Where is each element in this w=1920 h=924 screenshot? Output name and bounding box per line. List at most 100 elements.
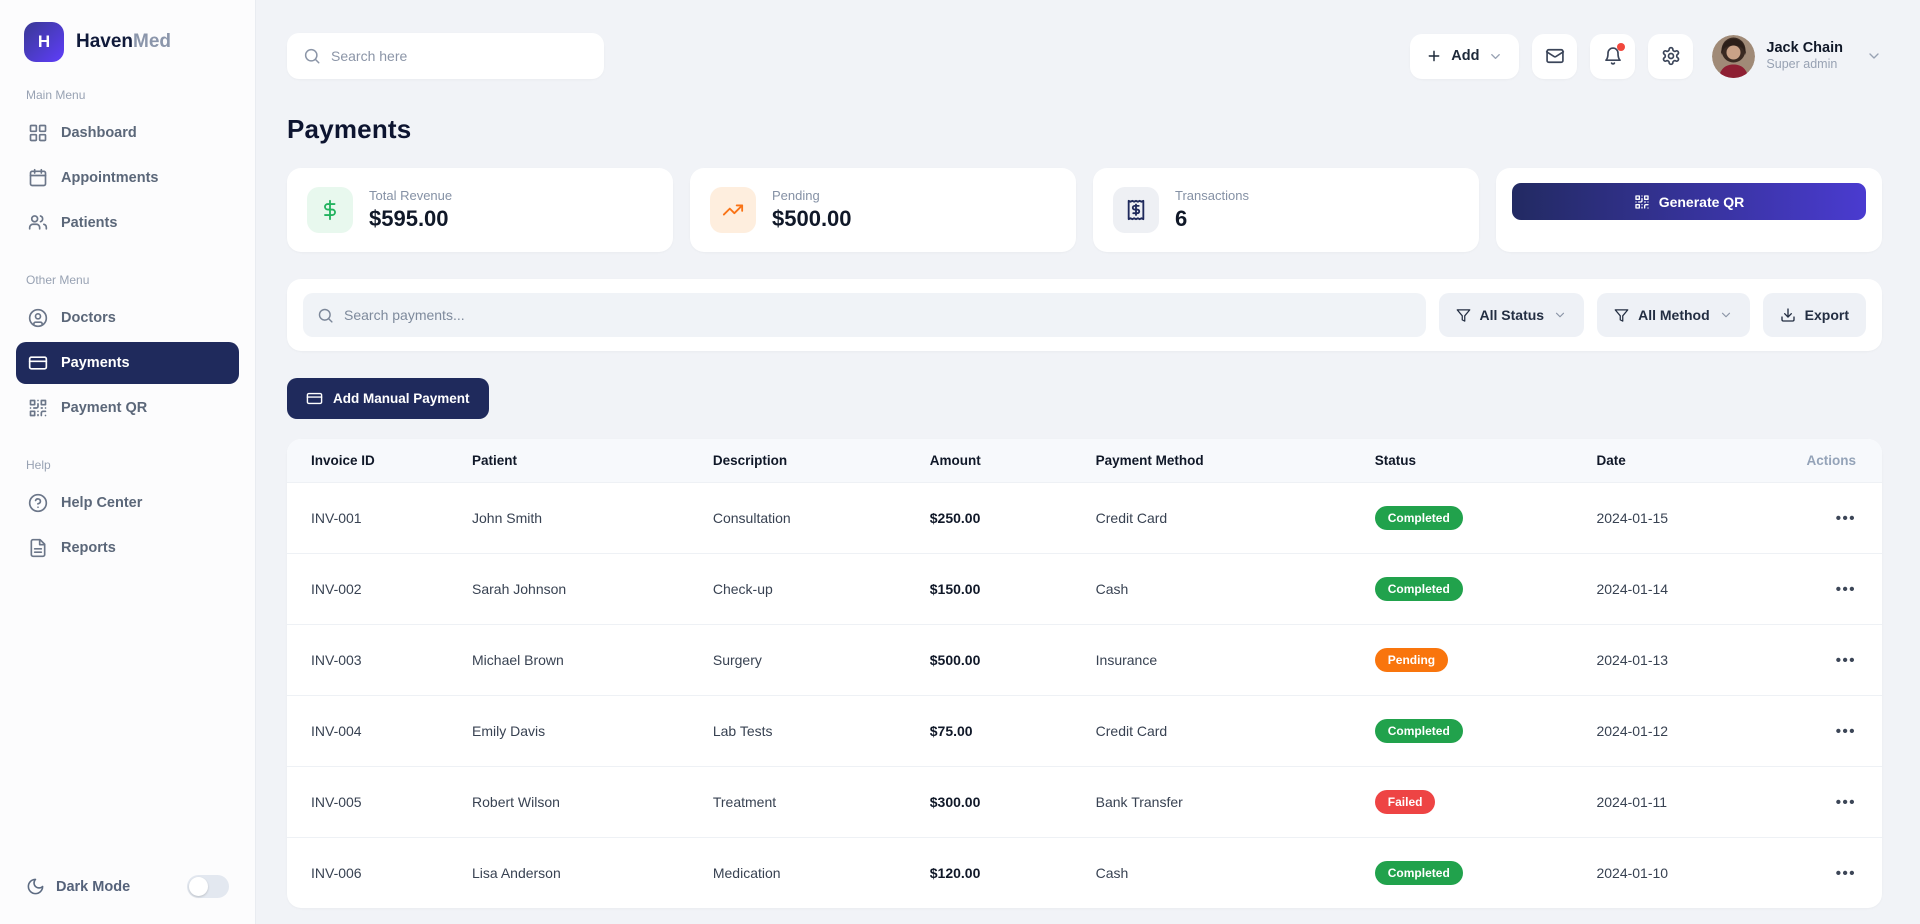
- column-header: Payment Method: [1095, 453, 1204, 468]
- table-row: INV-005 Robert Wilson Treatment $300.00 Bank…: [287, 766, 1882, 838]
- filter-bar: All Status All Method Export: [287, 279, 1882, 351]
- export-label: Export: [1804, 307, 1849, 323]
- status-filter-dropdown[interactable]: All Status: [1438, 293, 1585, 337]
- stat-text: Pending $500.00: [772, 188, 852, 232]
- status-cell: Completed: [1374, 553, 1597, 625]
- status-cell: Pending: [1374, 624, 1597, 696]
- description-cell: Treatment: [712, 766, 930, 838]
- sidebar-item-label: Doctors: [61, 310, 116, 326]
- amount-cell: $150.00: [929, 553, 1096, 625]
- sidebar-item-label: Appointments: [61, 170, 159, 186]
- row-actions-button[interactable]: •••: [1835, 722, 1856, 740]
- method-filter-dropdown[interactable]: All Method: [1597, 293, 1750, 337]
- table-row: INV-003 Michael Brown Surgery $500.00 Insura…: [287, 624, 1882, 696]
- brand-name: HavenMed: [76, 31, 171, 53]
- sidebar-item-payment-qr[interactable]: Payment QR: [16, 387, 239, 429]
- actions-cell: •••: [1799, 624, 1882, 696]
- sidebar-item-label: Payment QR: [61, 400, 148, 416]
- payment-method-cell: Credit Card: [1095, 482, 1375, 554]
- row-actions-button[interactable]: •••: [1835, 793, 1856, 811]
- sidebar-item-dashboard[interactable]: Dashboard: [16, 112, 239, 154]
- plus-icon: [1426, 48, 1442, 64]
- date-cell: 2024-01-12: [1596, 695, 1800, 767]
- row-actions-button[interactable]: •••: [1835, 651, 1856, 669]
- status-cell: Completed: [1374, 482, 1597, 554]
- nav-section-other-menu: Other Menu: [26, 273, 90, 287]
- brand: H HavenMed: [16, 22, 239, 62]
- patient-cell: Emily Davis: [472, 695, 713, 767]
- topbar-actions: Add: [1410, 33, 1882, 79]
- row-actions-button[interactable]: •••: [1835, 864, 1856, 882]
- stat-text: Total Revenue $595.00: [369, 188, 452, 232]
- table-row: INV-004 Emily Davis Lab Tests $75.00 Credit …: [287, 695, 1882, 767]
- status-badge: Failed: [1374, 790, 1436, 814]
- stat-value: $595.00: [369, 206, 449, 231]
- sidebar-item-label: Patients: [61, 215, 118, 231]
- row-actions-button[interactable]: •••: [1835, 580, 1856, 598]
- dark-mode-row: Dark Mode: [16, 869, 239, 904]
- download-icon: [1780, 307, 1796, 323]
- actions-cell: •••: [1799, 695, 1882, 767]
- mail-button[interactable]: [1532, 33, 1578, 79]
- payment-method-cell: Credit Card: [1095, 695, 1375, 767]
- chevron-down-icon: [1488, 49, 1503, 64]
- global-search[interactable]: [287, 33, 604, 79]
- invoice-id-cell: INV-006: [287, 837, 473, 908]
- patient-cell: John Smith: [472, 482, 713, 554]
- date-cell: 2024-01-13: [1596, 624, 1800, 696]
- date-cell: 2024-01-15: [1596, 482, 1800, 554]
- sidebar-item-help-center[interactable]: Help Center: [16, 482, 239, 524]
- stats-row: Total Revenue $595.00 Pending $500.00 Tr…: [287, 168, 1882, 252]
- actions-cell: •••: [1799, 553, 1882, 625]
- help-circle-icon: [28, 493, 48, 513]
- actions-cell: •••: [1799, 837, 1882, 908]
- payments-search[interactable]: [303, 293, 1426, 337]
- moon-icon: [26, 877, 45, 896]
- credit-card-icon: [306, 390, 323, 407]
- settings-button[interactable]: [1648, 33, 1694, 79]
- brand-name-secondary: Med: [133, 31, 172, 52]
- filter-icon: [1614, 308, 1629, 323]
- date-cell: 2024-01-11: [1596, 766, 1800, 838]
- dark-mode-toggle[interactable]: [187, 875, 229, 898]
- sidebar-item-payments[interactable]: Payments: [16, 342, 239, 384]
- export-button[interactable]: Export: [1762, 293, 1866, 337]
- description-cell: Consultation: [712, 482, 930, 554]
- sidebar-item-patients[interactable]: Patients: [16, 202, 239, 244]
- payment-method-cell: Insurance: [1095, 624, 1375, 696]
- page-title: Payments: [287, 114, 412, 144]
- add-button[interactable]: Add: [1410, 33, 1520, 79]
- global-search-input[interactable]: [331, 48, 588, 64]
- stat-label: Total Revenue: [369, 188, 453, 203]
- column-header: Patient: [472, 453, 518, 468]
- credit-card-icon: [28, 353, 48, 373]
- notification-dot: [1617, 42, 1626, 51]
- sidebar-item-label: Payments: [61, 355, 130, 371]
- column-header: Status: [1374, 453, 1417, 468]
- sidebar-item-doctors[interactable]: Doctors: [16, 297, 239, 339]
- sidebar-item-label: Reports: [61, 540, 116, 556]
- generate-qr-button[interactable]: Generate QR: [1512, 183, 1866, 220]
- stat-value: 6: [1175, 206, 1188, 231]
- profile-menu[interactable]: Jack Chain Super admin: [1712, 34, 1882, 78]
- table-header: Invoice ID Patient Description Amount Paymen…: [287, 439, 1882, 483]
- calendar-icon: [28, 168, 48, 188]
- generate-qr-label: Generate QR: [1658, 193, 1745, 210]
- description-cell: Medication: [712, 837, 930, 908]
- sidebar-item-appointments[interactable]: Appointments: [16, 157, 239, 199]
- table-row: INV-001 John Smith Consultation $250.00 Cred…: [287, 482, 1882, 554]
- status-badge: Completed: [1374, 719, 1463, 743]
- dark-mode-label: Dark Mode: [56, 878, 131, 895]
- payments-table: Invoice ID Patient Description Amount Paymen…: [287, 439, 1882, 908]
- table-row: INV-002 Sarah Johnson Check-up $150.00 Cash C…: [287, 553, 1882, 625]
- add-manual-payment-button[interactable]: Add Manual Payment: [287, 378, 489, 419]
- notifications-button[interactable]: [1590, 33, 1636, 79]
- row-actions-button[interactable]: •••: [1835, 509, 1856, 527]
- payments-table-card: Invoice ID Patient Description Amount Paymen…: [287, 439, 1882, 908]
- invoice-id-cell: INV-004: [287, 695, 473, 767]
- bell-icon: [1603, 46, 1623, 66]
- sidebar-item-reports[interactable]: Reports: [16, 527, 239, 569]
- payments-search-input[interactable]: [344, 307, 1412, 323]
- status-badge: Completed: [1374, 861, 1463, 885]
- avatar: [1712, 34, 1756, 78]
